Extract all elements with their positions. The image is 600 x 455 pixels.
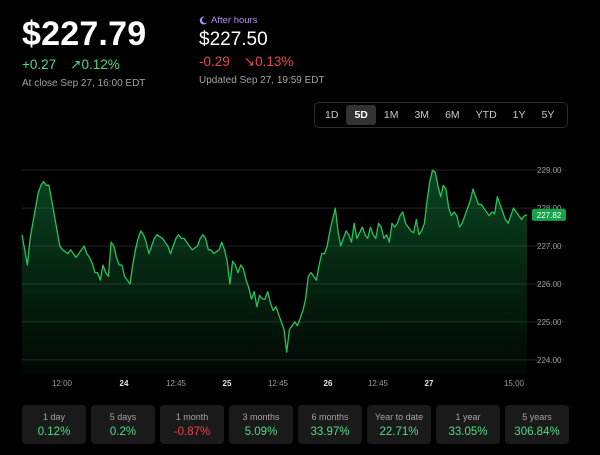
x-tick-label: 26 [324, 379, 333, 388]
tab-6m[interactable]: 6M [445, 109, 460, 121]
y-tick-label: 225.00 [537, 318, 562, 327]
y-tick-label: 227.00 [537, 242, 562, 251]
stat-label: 5 days [109, 411, 137, 422]
y-tick-label: 224.00 [537, 356, 562, 365]
price-area [22, 170, 527, 375]
price-chart[interactable]: 229.00 228.00 227.00 226.00 225.00 224.00 12:… [0, 150, 600, 395]
tab-ytd[interactable]: YTD [475, 109, 497, 121]
tab-5y[interactable]: 5Y [541, 109, 555, 121]
last-price-badge [532, 208, 566, 221]
performance-stats: 1 day 0.12% 5 days 0.2% 1 month -0.87% 3… [22, 405, 569, 444]
last-price-label: 227.82 [537, 211, 562, 220]
y-tick-label: 228.00 [537, 204, 562, 213]
stat-year-to-date: Year to date 22.71% [367, 405, 431, 444]
current-price: $227.79 [22, 15, 147, 53]
stat-1-year: 1 year 33.05% [436, 405, 500, 444]
stat-value: 0.12% [37, 425, 71, 438]
after-hours-text: After hours [211, 15, 258, 26]
close-timestamp: At close Sep 27, 16:00 EDT [22, 78, 146, 89]
range-selector: 1D 5D 1M 3M 6M YTD 1Y 5Y [314, 102, 568, 128]
price-line [21, 169, 528, 353]
tab-1m[interactable]: 1M [383, 109, 399, 121]
after-hours-change-row: -0.29 ↘0.13% [199, 54, 325, 70]
stat-value: 33.97% [310, 425, 350, 438]
moon-icon [199, 16, 208, 25]
tab-1y[interactable]: 1Y [512, 109, 526, 121]
stat-1-day: 1 day 0.12% [22, 405, 86, 444]
y-tick-label: 229.00 [537, 166, 562, 175]
last-price-marker: 227.82 [532, 208, 566, 221]
x-tick-label: 12:00 [52, 379, 73, 388]
x-tick-label: 25 [223, 379, 232, 388]
stat-value: 22.71% [379, 425, 419, 438]
x-tick-label: 12:45 [166, 379, 187, 388]
stat-label: Year to date [374, 411, 424, 422]
stat-3-months: 3 months 5.09% [229, 405, 293, 444]
stat-6-months: 6 months 33.97% [298, 405, 362, 444]
x-tick-label: 12:45 [268, 379, 289, 388]
y-tick-label: 226.00 [537, 280, 562, 289]
stat-value: 33.05% [448, 425, 488, 438]
quote-summary: $227.79 +0.27 ↗0.12% At close Sep 27, 16… [22, 14, 146, 89]
after-hours-quote: After hours $227.50 -0.29 ↘0.13% Updated… [199, 15, 325, 86]
price-change-percent: ↗0.12% [70, 57, 120, 72]
tab-5d[interactable]: 5D [346, 105, 376, 125]
price-change-row: +0.27 ↗0.12% [22, 57, 146, 73]
tab-3m[interactable]: 3M [414, 109, 430, 121]
stat-5-days: 5 days 0.2% [91, 405, 155, 444]
after-hours-timestamp: Updated Sep 27, 19:59 EDT [199, 75, 325, 86]
stat-label: 5 years [522, 411, 552, 422]
stat-label: 6 months [311, 411, 349, 422]
stat-label: 3 months [242, 411, 280, 422]
after-hours-price: $227.50 [199, 29, 268, 50]
stat-value: -0.87% [173, 425, 211, 438]
stat-label: 1 month [175, 411, 209, 422]
tab-1d[interactable]: 1D [325, 109, 339, 121]
x-tick-label: 27 [425, 379, 434, 388]
stat-5-years: 5 years 306.84% [505, 405, 569, 444]
stat-label: 1 year [455, 411, 481, 422]
stat-1-month: 1 month -0.87% [160, 405, 224, 444]
stat-value: 0.2% [109, 425, 137, 438]
x-tick-label: 12:45 [368, 379, 389, 388]
x-tick-label: 24 [120, 379, 129, 388]
after-hours-change: -0.29 [199, 54, 230, 69]
stat-label: 1 day [42, 411, 66, 422]
x-tick-label: 15:00 [504, 379, 525, 388]
stat-value: 306.84% [514, 425, 560, 438]
after-hours-label: After hours [199, 15, 325, 26]
price-change: +0.27 [22, 57, 57, 72]
stat-value: 5.09% [244, 425, 278, 438]
after-hours-change-percent: ↘0.13% [243, 54, 294, 69]
